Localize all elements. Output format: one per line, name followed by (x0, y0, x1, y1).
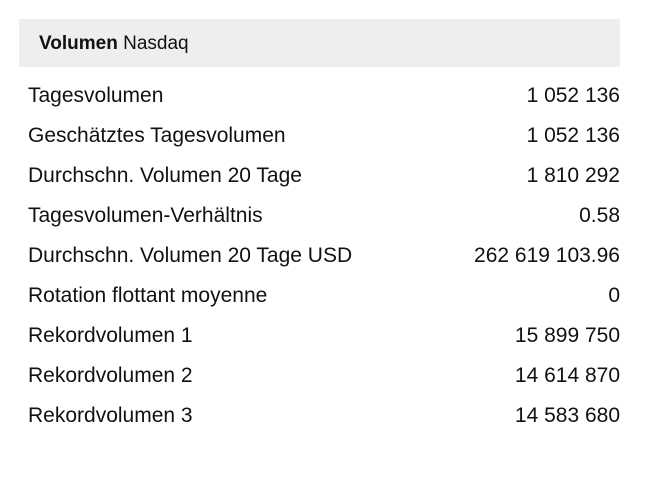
row-value: 1 052 136 (526, 84, 620, 107)
row-label: Tagesvolumen (28, 84, 164, 107)
row-value: 1 052 136 (526, 124, 620, 147)
section-title: Volumen (39, 33, 118, 54)
row-label: Rekordvolumen 1 (28, 324, 193, 347)
row-label: Durchschn. Volumen 20 Tage USD (28, 244, 353, 267)
table-row: Rotation flottant moyenne 0 (28, 276, 620, 316)
row-value: 14 583 680 (514, 404, 620, 427)
table-row: Rekordvolumen 3 14 583 680 (28, 396, 620, 436)
row-value: 1 810 292 (526, 164, 620, 187)
row-label: Rekordvolumen 3 (28, 404, 193, 427)
row-value: 0 (608, 284, 620, 307)
row-label: Tagesvolumen-Verhältnis (28, 204, 263, 227)
row-label: Rekordvolumen 2 (28, 364, 193, 387)
exchange-name: Nasdaq (123, 33, 189, 54)
row-value: 15 899 750 (514, 324, 620, 347)
table-row: Rekordvolumen 2 14 614 870 (28, 356, 620, 396)
volume-table: Tagesvolumen 1 052 136 Geschätztes Tagesv… (28, 76, 620, 436)
row-value: 0.58 (579, 204, 620, 227)
row-value: 262 619 103.96 (474, 244, 620, 267)
table-row: Geschätztes Tagesvolumen 1 052 136 (28, 116, 620, 156)
row-value: 14 614 870 (514, 364, 620, 387)
row-label: Durchschn. Volumen 20 Tage (28, 164, 302, 187)
section-header: Volumen Nasdaq (19, 19, 620, 67)
table-row: Tagesvolumen 1 052 136 (28, 76, 620, 116)
row-label: Rotation flottant moyenne (28, 284, 268, 307)
table-row: Durchschn. Volumen 20 Tage 1 810 292 (28, 156, 620, 196)
table-row: Rekordvolumen 1 15 899 750 (28, 316, 620, 356)
row-label: Geschätztes Tagesvolumen (28, 124, 286, 147)
table-row: Durchschn. Volumen 20 Tage USD 262 619 10… (28, 236, 620, 276)
table-row: Tagesvolumen-Verhältnis 0.58 (28, 196, 620, 236)
